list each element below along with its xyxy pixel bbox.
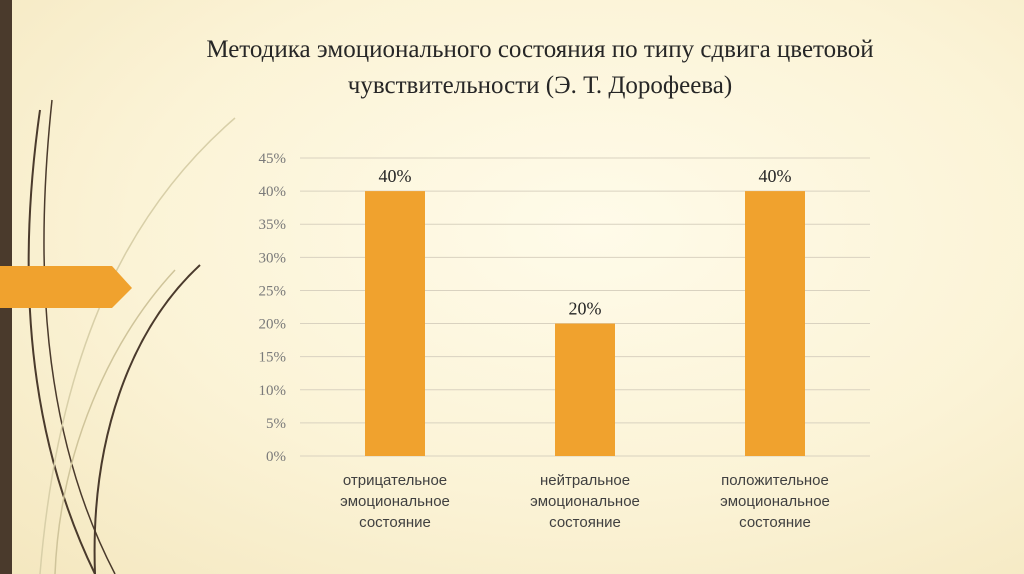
y-tick-label: 45% — [259, 151, 287, 167]
orange-arrow-icon — [0, 266, 132, 308]
bar — [745, 191, 805, 456]
bar — [365, 191, 425, 456]
data-label: 20% — [569, 299, 602, 319]
y-tick-label: 30% — [259, 250, 287, 266]
data-label: 40% — [379, 166, 412, 186]
slide-title: Методика эмоционального состояния по тип… — [100, 32, 980, 104]
category-label: нейтральное эмоциональное состояние — [530, 472, 640, 531]
decorative-curves — [0, 99, 236, 574]
data-labels: 40% 20% 40% — [379, 166, 792, 318]
y-tick-label: 10% — [259, 383, 287, 399]
category-label: положительное эмоциональное состояние — [720, 472, 830, 531]
y-tick-label: 15% — [259, 350, 287, 366]
y-tick-label: 20% — [259, 317, 287, 333]
bar — [555, 323, 615, 456]
y-tick-label: 0% — [266, 449, 286, 465]
y-tick-label: 5% — [266, 416, 286, 432]
y-tick-label: 25% — [259, 283, 287, 299]
data-label: 40% — [759, 166, 792, 186]
title-line-2: чувствительности (Э. Т. Дорофеева) — [347, 72, 733, 99]
y-tick-label: 35% — [259, 217, 287, 233]
y-tick-label: 40% — [259, 184, 287, 200]
title-line-1: Методика эмоционального состояния по тип… — [206, 36, 874, 63]
category-label: отрицательное эмоциональное состояние — [340, 472, 450, 531]
bars — [365, 191, 805, 456]
category-labels: отрицательное эмоциональное состояние нейтр… — [340, 472, 830, 531]
y-axis-ticks: 0% 5% 10% 15% 20% 25% 30% 35% 40% 45% — [259, 151, 287, 465]
